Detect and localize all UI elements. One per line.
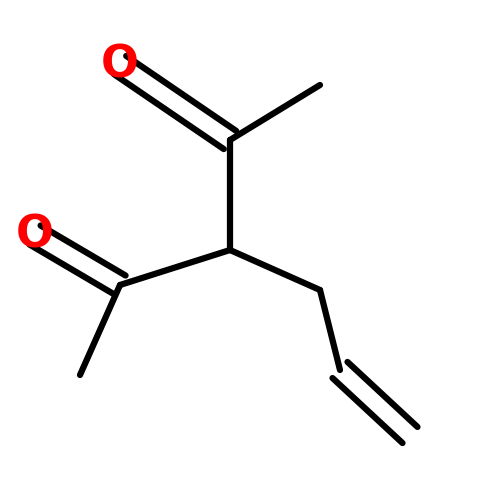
Text: O: O [16, 214, 54, 256]
Text: O: O [101, 44, 139, 86]
